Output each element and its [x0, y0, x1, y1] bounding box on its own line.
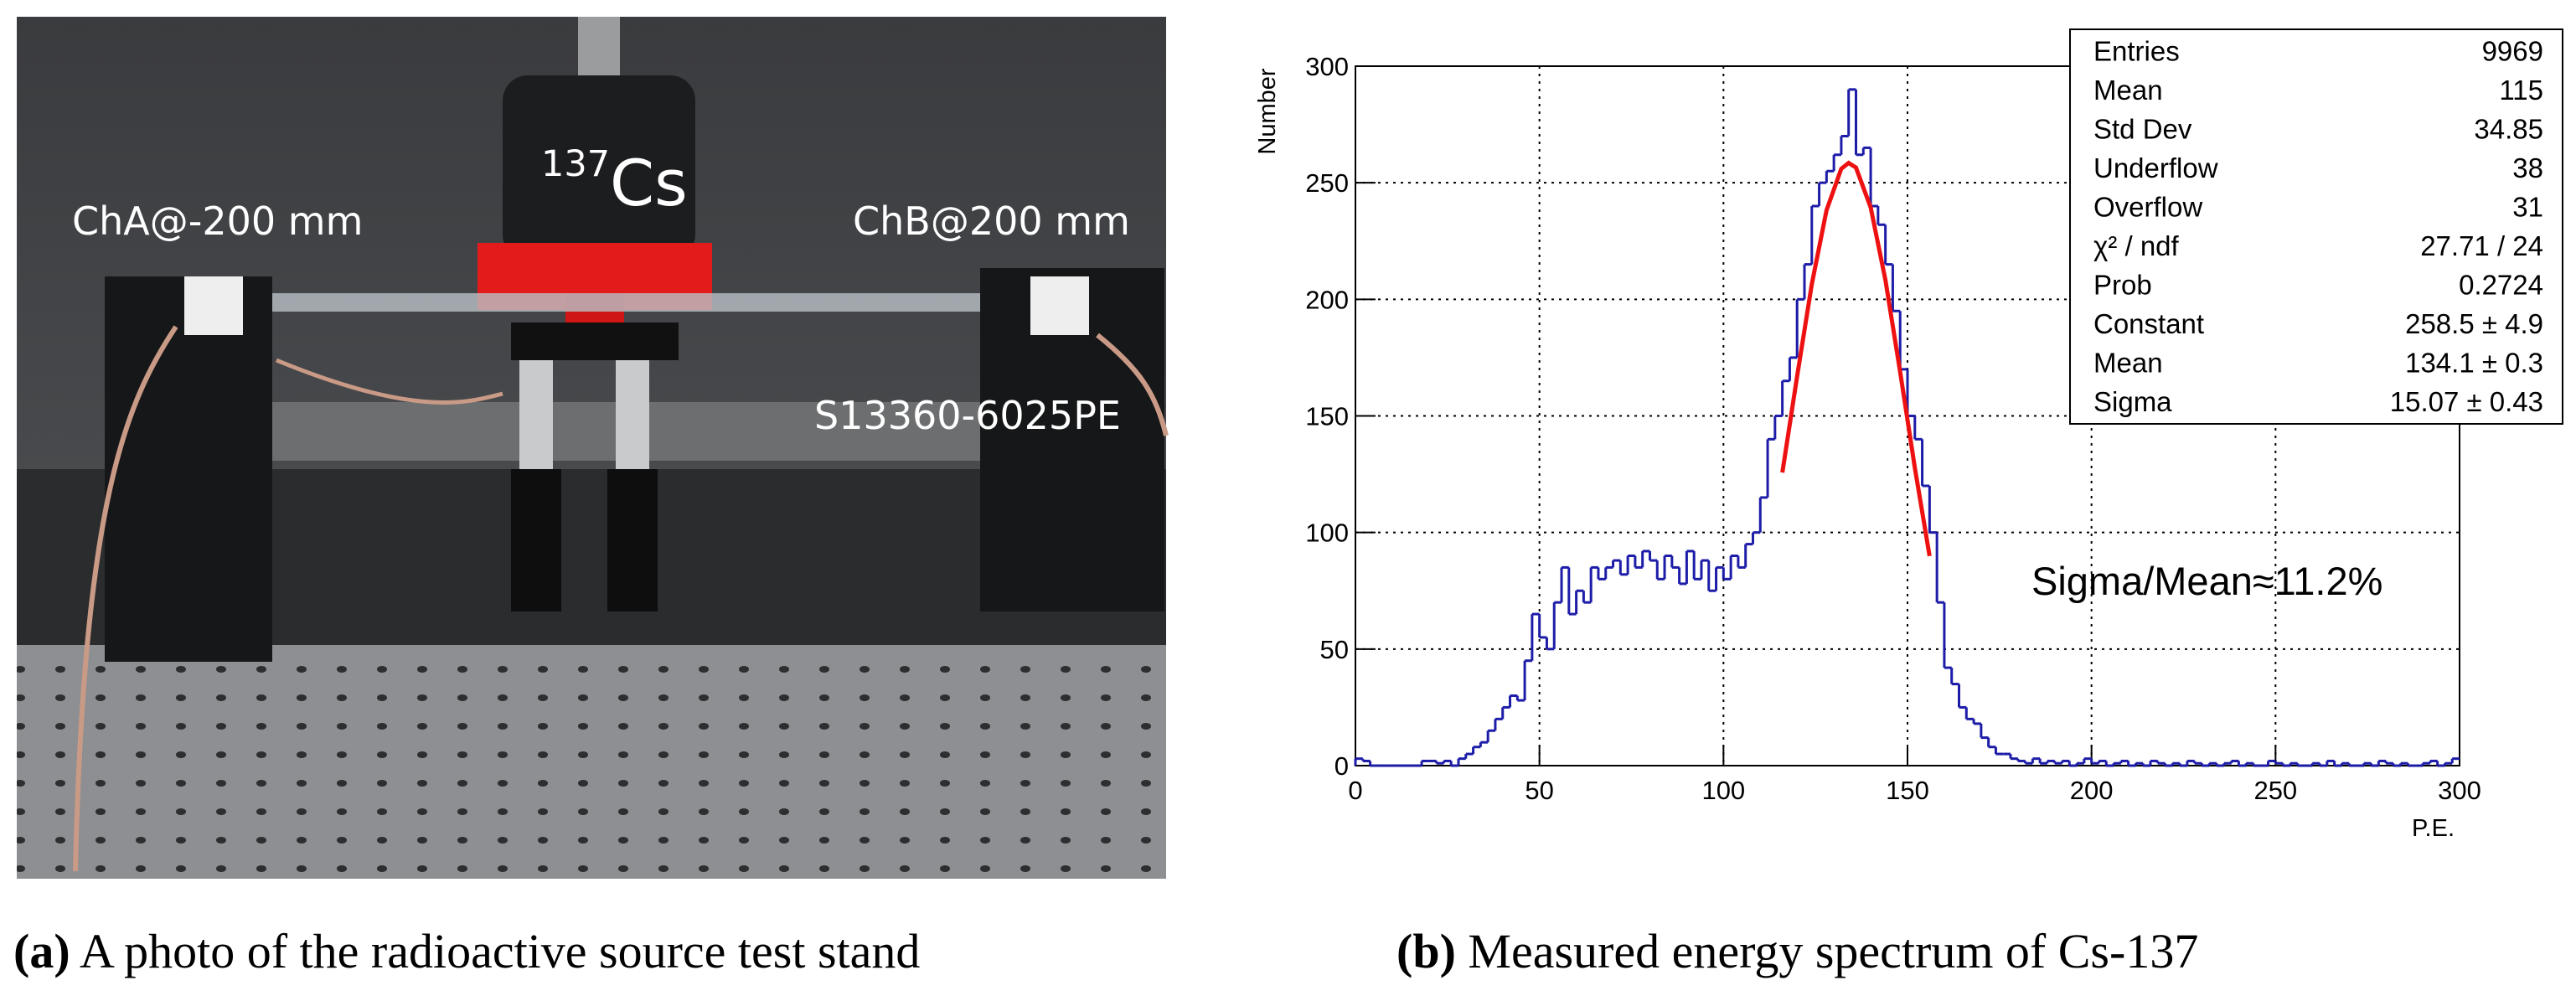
caption-label: (a)	[13, 924, 70, 978]
caption-b: (b) Measured energy spectrum of Cs-137	[1396, 924, 2198, 978]
stats-label: Sigma	[2093, 386, 2172, 417]
stats-label: Underflow	[2093, 152, 2218, 183]
stats-label: Mean	[2093, 347, 2163, 378]
x-tick-label: 250	[2253, 776, 2297, 805]
y-tick-label: 200	[1305, 285, 1349, 314]
cable	[276, 358, 503, 405]
stats-label: Std Dev	[2093, 113, 2192, 144]
left-channel-label: ChA@-200 mm	[72, 199, 363, 244]
stage	[511, 323, 679, 360]
stats-value: 15.07 ± 0.43	[2390, 386, 2543, 417]
optical-table	[17, 645, 1166, 879]
caption-text: A photo of the radioactive source test s…	[70, 924, 921, 978]
caption-a: (a) A photo of the radioactive source te…	[13, 924, 920, 978]
photo: 137 Cs ChA@-200 mm ChB@200 mm S13360-602…	[17, 17, 1169, 879]
stats-box	[2069, 28, 2563, 425]
x-axis-label: P.E.	[2412, 815, 2455, 842]
stats-label: Constant	[2093, 308, 2204, 339]
y-tick-label: 250	[1305, 168, 1349, 198]
stats-value: 38	[2512, 152, 2543, 183]
source-holder	[503, 75, 695, 260]
x-tick-label: 0	[1348, 776, 1362, 805]
y-axis-label: Number	[1254, 68, 1281, 154]
post-holder	[607, 469, 658, 612]
left-bracket	[105, 276, 272, 662]
stats-label: χ² / ndf	[2093, 230, 2180, 261]
stats-value: 34.85	[2474, 113, 2543, 144]
y-tick-label: 150	[1305, 402, 1349, 431]
cable	[73, 325, 178, 872]
x-tick-label: 300	[2438, 776, 2481, 805]
x-tick-label: 50	[1525, 776, 1553, 805]
caption-label: (b)	[1396, 924, 1456, 978]
stats-label: Prob	[2093, 269, 2152, 300]
stats-value: 258.5 ± 4.9	[2405, 308, 2543, 339]
stats-label: Entries	[2093, 35, 2180, 66]
y-tick-label: 100	[1305, 519, 1349, 548]
right-channel-label: ChB@200 mm	[853, 199, 1130, 244]
stats-value: 9969	[2482, 35, 2543, 66]
x-tick-label: 100	[1701, 776, 1745, 805]
post-holder	[511, 469, 561, 612]
left-sipm	[184, 276, 243, 335]
y-tick-label: 50	[1320, 635, 1349, 664]
y-tick-label: 300	[1305, 52, 1349, 81]
sensor-label: S13360-6025PE	[814, 393, 1121, 438]
cable	[1096, 333, 1169, 436]
caption-text: Measured energy spectrum of Cs-137	[1456, 924, 2198, 978]
scintillator-tube	[151, 293, 1081, 312]
y-tick-label: 0	[1334, 751, 1349, 781]
x-tick-label: 200	[2070, 776, 2114, 805]
stats-value: 31	[2512, 191, 2543, 222]
stats-value: 27.71 / 24	[2420, 230, 2543, 261]
stats-value: 115	[2499, 75, 2543, 106]
stats-value: 134.1 ± 0.3	[2405, 347, 2543, 378]
spectrum-chart: 0 50 100 150 200 250 300 0 50 100 150 200 250 300 Numb…	[1254, 28, 2563, 842]
source-symbol: Cs	[610, 146, 688, 220]
source-mass-number: 137	[541, 143, 610, 185]
right-sipm	[1030, 276, 1089, 335]
fit-curve	[1780, 160, 1932, 557]
x-tick-label: 150	[1886, 776, 1929, 805]
annotation: Sigma/Mean≈11.2%	[2031, 559, 2382, 603]
stats-label: Mean	[2093, 75, 2163, 106]
stats-label: Overflow	[2093, 191, 2202, 222]
stats-value: 0.2724	[2459, 269, 2543, 300]
